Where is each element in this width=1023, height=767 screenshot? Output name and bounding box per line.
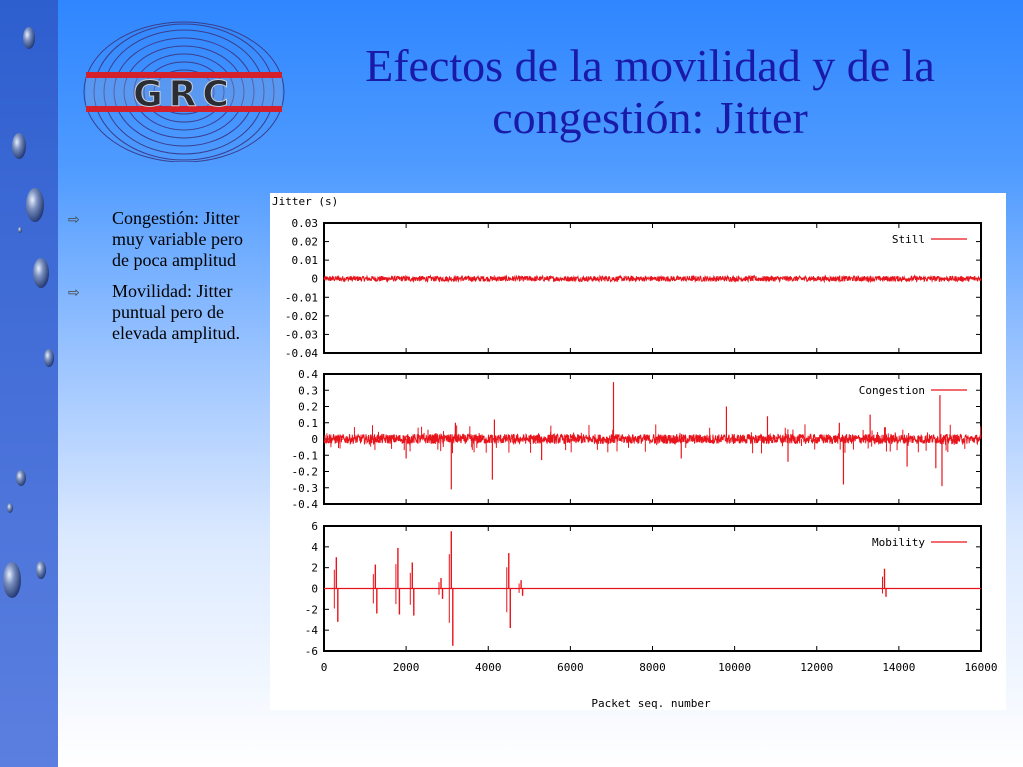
y-axis-label: Jitter (s) [272,195,338,208]
x-tick-label: 14000 [882,661,915,674]
bullet-list: ⇨ Congestión: Jitter muy variable pero d… [68,208,258,354]
y-tick-label: -0.1 [292,449,319,462]
y-tick-label: 0 [311,433,318,446]
y-tick-label: 2 [311,562,318,575]
legend-label: Mobility [872,536,925,549]
water-drop [44,349,54,367]
plot-frame [323,222,982,354]
x-tick-label: 8000 [639,661,666,674]
grc-logo: GRC [78,20,290,163]
water-drop [33,258,49,288]
legend-label: Still [892,233,925,246]
series-line [323,432,982,446]
x-tick-label: 6000 [557,661,584,674]
jitter-chart: 0.03 0.02 0.01 0 -0.01 -0.02 -0.03 -0.04 Still 0.… [272,195,998,710]
y-tick-label: 0.03 [292,217,319,230]
water-drop [26,188,44,222]
arrow-right-icon: ⇨ [68,285,80,301]
bullet-text: Congestión: Jitter muy variable pero de … [112,208,243,270]
y-tick-label: -0.01 [285,291,318,304]
y-tick-label: -0.03 [285,328,318,341]
y-tick-label: -4 [305,624,319,637]
water-drop [36,561,46,579]
y-tick-label: -6 [305,645,318,658]
slide-title: Efectos de la movilidad y de la congesti… [365,40,935,143]
water-drop [12,133,26,159]
x-tick-label: 0 [321,661,328,674]
y-tick-label: 0.2 [298,401,318,414]
x-axis-label: Packet seq. number [591,697,711,710]
water-drop [3,562,21,598]
series-line [323,274,982,284]
y-tick-label: -0.04 [285,347,318,360]
y-tick-label: 0.02 [292,236,319,249]
left-decorative-bar [0,0,58,767]
arrow-right-icon: ⇨ [68,212,80,228]
y-tick-label: 6 [311,520,318,533]
y-tick-label: -2 [305,603,318,616]
y-tick-label: 0.01 [292,254,319,267]
x-tick-label: 4000 [475,661,502,674]
y-tick-label: 0 [311,273,318,286]
legend-label: Congestion [859,384,925,397]
y-tick-label: -0.3 [292,482,319,495]
water-drop [23,27,35,49]
y-tick-label: 0.4 [298,368,318,381]
logo-text: GRC [133,74,235,115]
water-drop [18,227,22,233]
jitter-chart-panel: 0.03 0.02 0.01 0 -0.01 -0.02 -0.03 -0.04 Still 0.… [270,193,1006,710]
y-tick-label: 0 [311,583,318,596]
x-tick-label: 16000 [964,661,997,674]
bullet-text: Movilidad: Jitter puntual pero de elevad… [112,281,240,343]
x-tick-label: 12000 [800,661,833,674]
bullet-item: ⇨ Movilidad: Jitter puntual pero de elev… [68,281,258,344]
y-tick-label: -0.02 [285,310,318,323]
y-tick-label: 0.1 [298,417,318,430]
x-tick-label: 10000 [718,661,751,674]
y-tick-label: -0.4 [292,498,319,511]
y-tick-label: 4 [311,541,318,554]
bullet-item: ⇨ Congestión: Jitter muy variable pero d… [68,208,258,271]
water-drops-decoration [3,27,54,598]
water-drop [16,470,26,486]
x-tick-label: 2000 [393,661,420,674]
y-tick-label: 0.3 [298,384,318,397]
water-drop [7,503,13,513]
y-tick-label: -0.2 [292,466,319,479]
